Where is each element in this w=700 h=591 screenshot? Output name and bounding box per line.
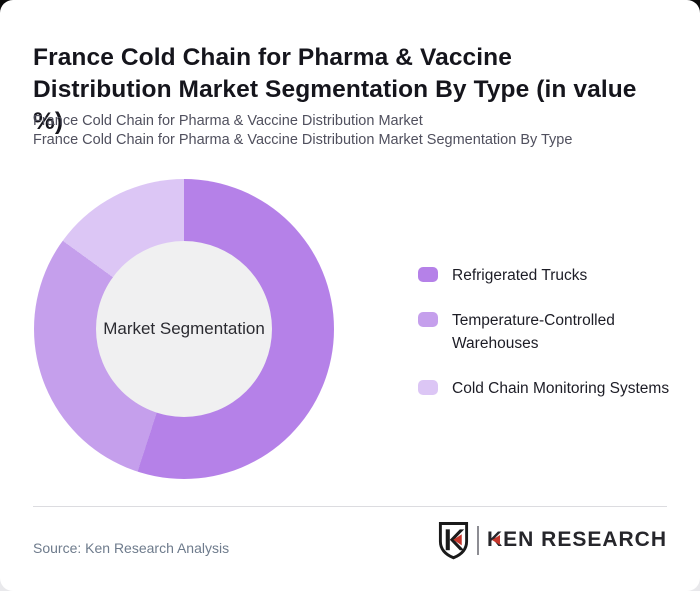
donut-ring: Market Segmentation: [34, 179, 334, 479]
legend-swatch-cold-chain-monitoring-systems: [418, 380, 438, 395]
source-note: Source: Ken Research Analysis: [33, 540, 230, 556]
logo-wordmark-rest: EN RESEARCH: [503, 528, 667, 551]
page-title: France Cold Chain for Pharma & Vaccine D…: [33, 44, 637, 136]
logo-wordmark: K EN RESEARCH: [487, 528, 667, 552]
legend-label: Temperature-Controlled Warehouses: [452, 312, 615, 352]
legend-swatch-temperature-controlled-warehouses: [418, 312, 438, 327]
legend-item: Refrigerated Trucks: [418, 264, 672, 287]
logo-red-triangle-icon: [492, 535, 501, 545]
ken-research-shield-k-icon: [438, 521, 469, 559]
subtitle-block: France Cold Chain for Pharma & Vaccine D…: [33, 112, 667, 150]
legend-swatch-refrigerated-trucks: [418, 267, 438, 282]
legend-item: Temperature-Controlled Warehouses: [418, 309, 672, 355]
donut-center-label: Market Segmentation: [103, 319, 265, 338]
legend-label: Cold Chain Monitoring Systems: [452, 380, 670, 397]
chart-legend: Refrigerated Trucks Temperature-Controll…: [418, 264, 672, 400]
ken-research-logo: K EN RESEARCH: [437, 519, 667, 561]
subtitle-line-1: France Cold Chain for Pharma & Vaccine D…: [33, 113, 423, 129]
legend-item: Cold Chain Monitoring Systems: [418, 377, 672, 400]
logo-divider: [476, 525, 479, 555]
legend-label: Refrigerated Trucks: [452, 267, 588, 284]
footer-divider: [33, 506, 667, 507]
donut-center: Market Segmentation: [96, 241, 272, 417]
subtitle-line-2: France Cold Chain for Pharma & Vaccine D…: [33, 132, 573, 148]
